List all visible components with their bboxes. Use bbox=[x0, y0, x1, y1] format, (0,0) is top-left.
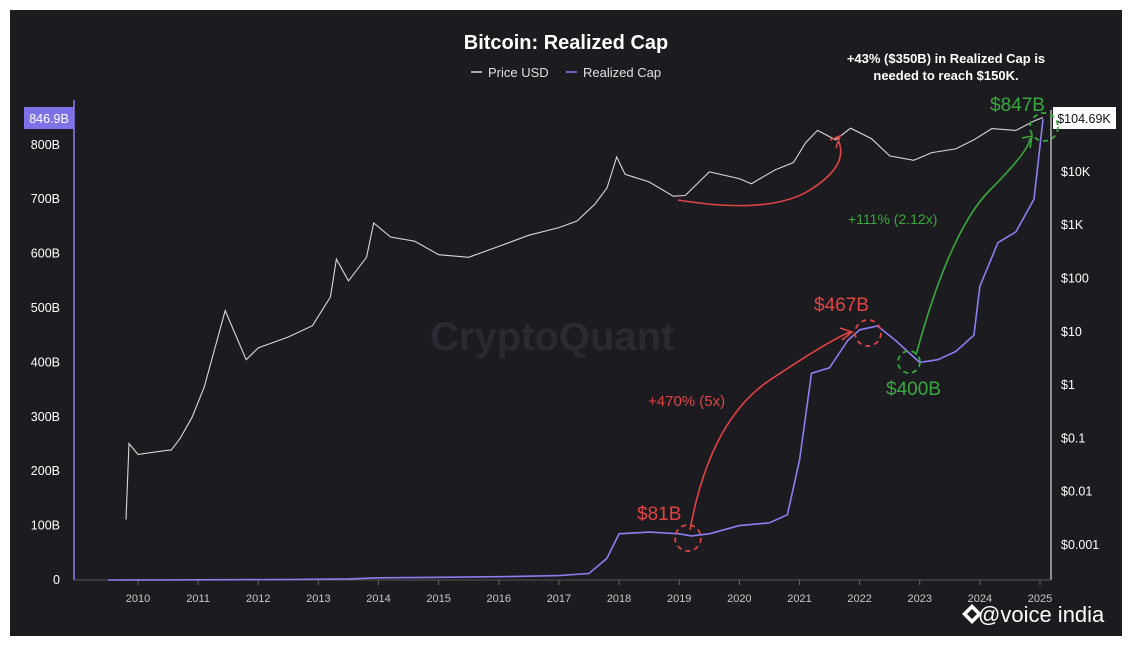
arrowhead-red-470 bbox=[839, 327, 854, 341]
arrowhead-red-price bbox=[829, 134, 842, 149]
left-tick-label: 600B bbox=[31, 247, 60, 261]
arrow-green-111 bbox=[915, 137, 1031, 356]
x-tick-label: 2012 bbox=[246, 593, 270, 605]
right-tick-label: $0.1 bbox=[1061, 431, 1085, 445]
left-tick-label: 400B bbox=[31, 355, 60, 369]
x-axis-ticks: 2010 2011 2012 2013 2014 2015 2016 2017 2018 2019… bbox=[126, 580, 1052, 605]
right-current-value-label: $104.69K bbox=[1057, 112, 1111, 126]
left-tick-label: 0 bbox=[53, 573, 60, 587]
x-tick-label: 2011 bbox=[186, 593, 210, 605]
circle-847b bbox=[1029, 112, 1059, 142]
right-tick-label: $1 bbox=[1061, 378, 1075, 392]
left-current-value-label: 846.9B bbox=[29, 112, 69, 126]
x-tick-label: 2017 bbox=[547, 593, 571, 605]
right-tick-label: $1K bbox=[1061, 218, 1084, 232]
x-tick-label: 2020 bbox=[727, 593, 751, 605]
x-tick-label: 2024 bbox=[968, 593, 992, 605]
annotation-111pct: +111% (2.12x) bbox=[848, 211, 937, 227]
right-current-value-box bbox=[1053, 107, 1116, 129]
handle-text: @voice india bbox=[978, 602, 1105, 627]
top-note-line2: needed to reach $150K. bbox=[873, 68, 1018, 83]
right-tick-label: $10 bbox=[1061, 325, 1082, 339]
left-axis-ticks: 0 100B 200B 300B 400B 500B 600B 700B 800B bbox=[31, 138, 60, 587]
x-tick-label: 2013 bbox=[306, 593, 330, 605]
right-tick-label: $0.001 bbox=[1061, 538, 1099, 552]
top-note-line1: +43% ($350B) in Realized Cap is bbox=[847, 51, 1045, 66]
chart-frame: CryptoQuant Bitcoin: Realized Cap Price … bbox=[10, 10, 1122, 636]
binance-logo-icon bbox=[962, 604, 982, 624]
x-tick-label: 2023 bbox=[907, 593, 931, 605]
left-tick-label: 500B bbox=[31, 301, 60, 315]
x-tick-label: 2016 bbox=[487, 593, 511, 605]
x-tick-label: 2018 bbox=[607, 593, 631, 605]
series-line-price bbox=[125, 116, 1044, 520]
chart-title: Bitcoin: Realized Cap bbox=[464, 32, 668, 54]
annotation-467b: $467B bbox=[814, 295, 869, 316]
x-tick-label: 2025 bbox=[1028, 593, 1052, 605]
circle-400b bbox=[897, 350, 921, 374]
right-axis-ticks: $0.001 $0.01 $0.1 $1 $10 $100 $1K $10K bbox=[1061, 165, 1099, 552]
annotation-470pct: +470% (5x) bbox=[648, 393, 725, 410]
annotation-arrows bbox=[674, 112, 1059, 552]
x-tick-label: 2010 bbox=[126, 593, 150, 605]
left-tick-label: 100B bbox=[31, 519, 60, 533]
series-line-realized-cap bbox=[107, 119, 1044, 581]
annotation-847b: $847B bbox=[990, 95, 1045, 116]
right-tick-label: $100 bbox=[1061, 272, 1089, 286]
left-tick-label: 300B bbox=[31, 410, 60, 424]
x-tick-label: 2021 bbox=[787, 593, 811, 605]
left-tick-label: 800B bbox=[31, 138, 60, 152]
right-tick-label: $10K bbox=[1061, 165, 1091, 179]
right-tick-label: $0.01 bbox=[1061, 485, 1092, 499]
left-tick-label: 700B bbox=[31, 192, 60, 206]
x-tick-label: 2019 bbox=[667, 593, 691, 605]
left-current-value-box bbox=[24, 107, 74, 129]
x-tick-label: 2022 bbox=[847, 593, 871, 605]
annotation-81b: $81B bbox=[637, 504, 681, 525]
annotation-400b: $400B bbox=[886, 379, 941, 400]
arrow-red-price bbox=[677, 139, 842, 207]
handle-badge: @voice india bbox=[962, 602, 1105, 627]
circle-81b bbox=[674, 524, 702, 552]
arrowhead-green-111 bbox=[1021, 134, 1033, 149]
watermark-text: CryptoQuant bbox=[430, 315, 674, 359]
circle-467b bbox=[854, 319, 882, 347]
legend-label-realized-cap: Realized Cap bbox=[583, 65, 661, 80]
x-tick-label: 2014 bbox=[366, 593, 390, 605]
legend: Price USD Realized Cap bbox=[471, 65, 661, 80]
x-tick-label: 2015 bbox=[426, 593, 450, 605]
legend-label-price: Price USD bbox=[488, 65, 549, 80]
left-tick-label: 200B bbox=[31, 464, 60, 478]
arrow-red-470 bbox=[689, 331, 851, 531]
chart-svg: CryptoQuant Bitcoin: Realized Cap Price … bbox=[24, 32, 1116, 627]
